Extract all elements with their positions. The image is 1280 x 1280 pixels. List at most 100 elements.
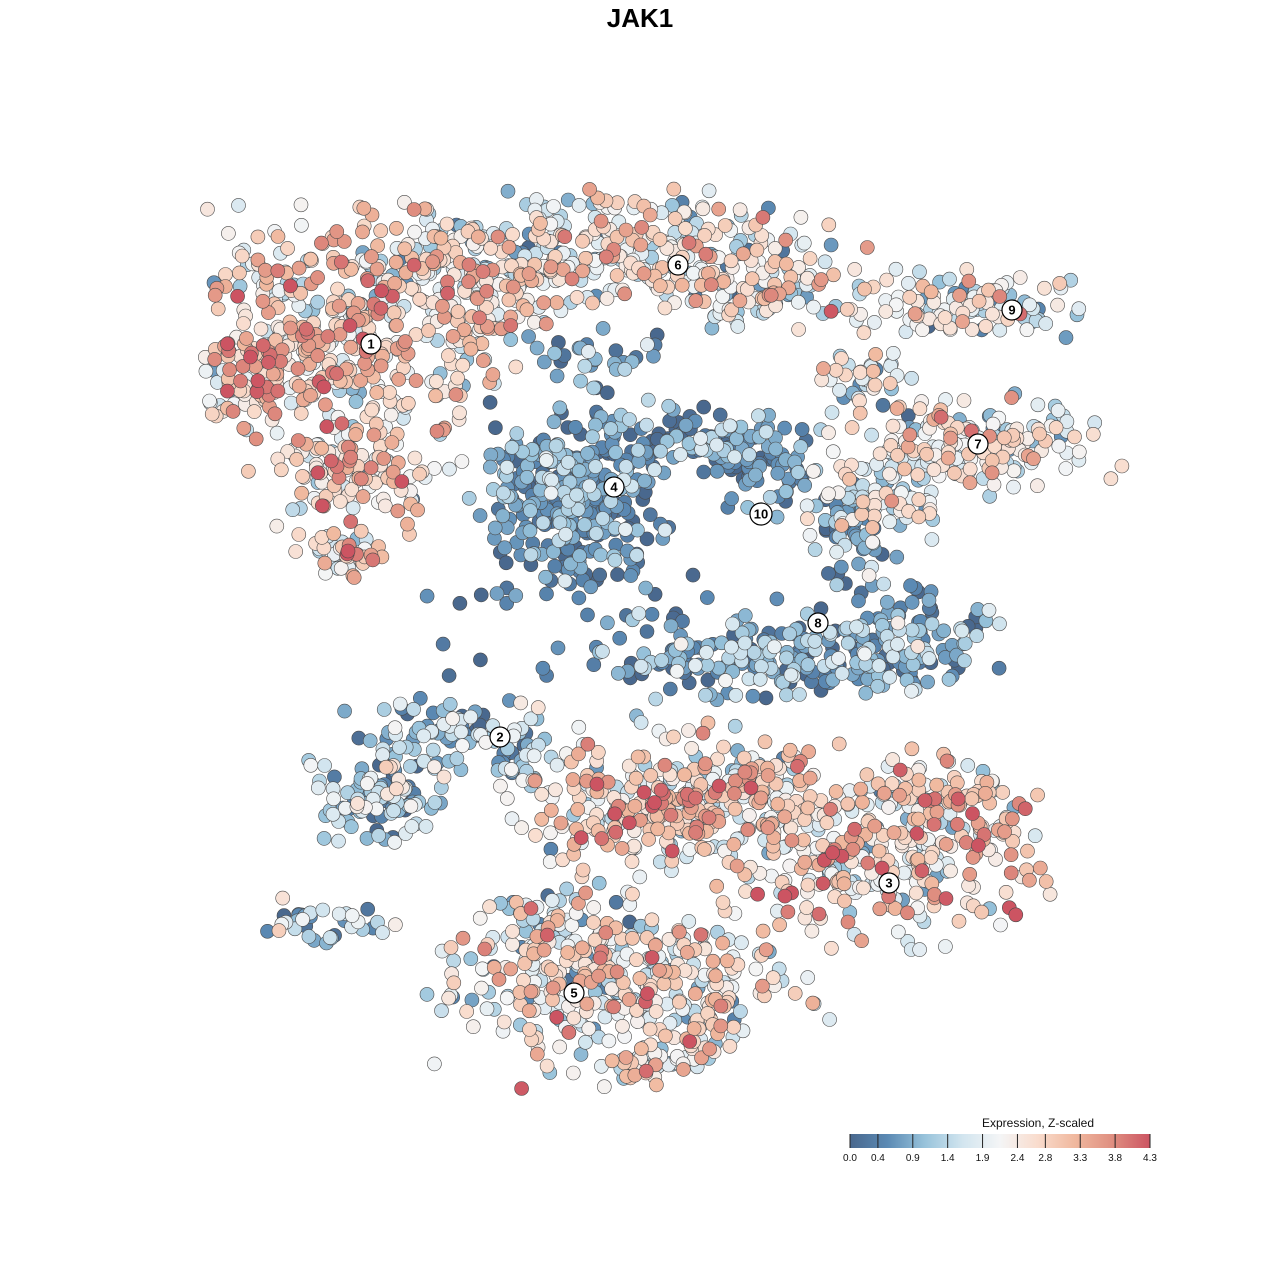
scatter-point (545, 980, 561, 996)
scatter-point (573, 830, 589, 846)
scatter-point (446, 953, 461, 969)
scatter-point (726, 1019, 741, 1035)
scatter-point (865, 363, 881, 379)
scatter-point (631, 606, 647, 621)
legend-title: Expression, Z-scaled (982, 1116, 1094, 1130)
scatter-point (618, 522, 633, 537)
scatter-point (716, 739, 731, 755)
scatter-point (463, 951, 479, 967)
scatter-point (514, 1081, 529, 1096)
legend-colorbar (850, 1134, 1150, 1148)
cluster-label-3: 3 (878, 872, 900, 894)
scatter-point (952, 288, 967, 303)
scatter-point (598, 925, 614, 941)
scatter-point (591, 968, 606, 984)
scatter-point (890, 636, 905, 652)
scatter-point (225, 404, 241, 419)
scatter-point (236, 420, 252, 436)
scatter-point (609, 964, 625, 980)
scatter-point (839, 301, 855, 317)
scatter-point (854, 507, 870, 522)
scatter-point (992, 289, 1008, 304)
scatter-point (428, 374, 444, 389)
scatter-point (911, 509, 927, 525)
scatter-point (230, 288, 245, 304)
scatter-point (364, 402, 380, 418)
scatter-point (606, 999, 622, 1015)
scatter-point (672, 924, 687, 940)
scatter-point (603, 421, 619, 437)
scatter-point (950, 816, 965, 832)
scatter-point (634, 220, 650, 235)
scatter-point (560, 945, 576, 960)
scatter-point (735, 246, 751, 262)
scatter-point (777, 888, 793, 904)
scatter-point (978, 319, 994, 334)
scatter-point (755, 978, 770, 994)
scatter-point (410, 502, 425, 518)
scatter-point (255, 338, 271, 353)
scatter-point (607, 806, 623, 822)
legend-tick-label: 1.9 (976, 1153, 990, 1164)
scatter-point (648, 691, 664, 707)
scatter-point (269, 425, 285, 441)
scatter-point (904, 370, 919, 386)
scatter-point (875, 397, 891, 413)
cluster-label-1: 1 (360, 333, 382, 355)
scatter-point (882, 376, 898, 391)
scatter-point (1003, 865, 1019, 881)
scatter-point (636, 785, 652, 800)
scatter-point (585, 429, 600, 445)
scatter-point (1037, 280, 1052, 296)
cluster-label-text: 8 (814, 616, 821, 631)
scatter-point (475, 264, 491, 279)
scatter-point (314, 440, 329, 456)
scatter-point (744, 271, 760, 287)
scatter-point (640, 337, 655, 352)
scatter-point (495, 508, 511, 524)
scatter-point (842, 471, 857, 487)
legend-tick-label: 1.4 (941, 1153, 955, 1164)
scatter-point (637, 473, 652, 489)
scatter-point (787, 986, 803, 1001)
scatter-point (696, 399, 712, 415)
scatter-point (592, 567, 608, 583)
scatter-point (738, 884, 753, 899)
scatter-point (941, 672, 957, 687)
scatter-point (727, 786, 742, 801)
cluster-label-text: 10 (754, 507, 768, 522)
scatter-point (1019, 322, 1035, 338)
scatter-point (649, 1077, 664, 1093)
scatter-point (271, 923, 287, 938)
scatter-point (519, 469, 535, 485)
scatter-point (610, 567, 625, 582)
scatter-point (397, 334, 413, 349)
legend-tick-label: 2.8 (1038, 1153, 1052, 1164)
scatter-point (633, 1041, 649, 1056)
scatter-point (629, 952, 644, 968)
scatter-point (530, 700, 546, 715)
scatter-point (406, 701, 421, 717)
scatter-point (790, 465, 806, 480)
scatter-point (376, 702, 392, 717)
scatter-point (386, 803, 401, 819)
scatter-point (454, 454, 470, 469)
scatter-point (375, 925, 390, 940)
scatter-point (391, 372, 407, 387)
scatter-point (698, 687, 713, 703)
scatter-point (513, 695, 529, 711)
scatter-point (834, 518, 850, 533)
scatter-point (780, 904, 796, 920)
scatter-point (882, 514, 898, 530)
scatter-point (270, 263, 286, 279)
scatter-point (784, 833, 800, 848)
scatter-point (752, 671, 768, 687)
scatter-point (943, 863, 958, 879)
scatter-point (628, 770, 644, 786)
scatter-point (648, 938, 663, 953)
scatter-point (609, 268, 625, 283)
scatter-point (455, 738, 470, 753)
scatter-point (719, 953, 735, 969)
scatter-point (539, 1058, 555, 1074)
scatter-point (539, 586, 554, 602)
